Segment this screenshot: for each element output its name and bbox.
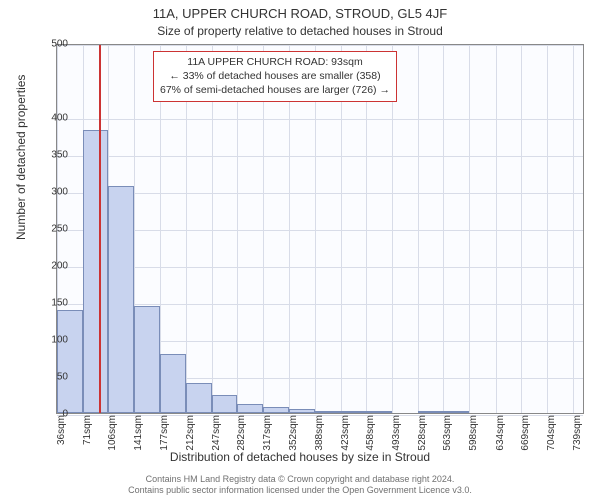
x-tick-label: 739sqm	[572, 415, 583, 455]
histogram-bar	[57, 310, 83, 413]
grid-line	[496, 45, 497, 413]
grid-line	[443, 45, 444, 413]
grid-line	[573, 45, 574, 413]
x-tick-label: 423sqm	[340, 415, 351, 455]
grid-line	[57, 304, 583, 305]
grid-line	[57, 119, 583, 120]
y-tick-label: 350	[28, 150, 68, 161]
x-tick-label: 36sqm	[56, 415, 67, 455]
histogram-bar	[263, 407, 289, 413]
x-tick-label: 598sqm	[468, 415, 479, 455]
grid-line	[547, 45, 548, 413]
histogram-bar	[108, 186, 134, 413]
footer-line-2: Contains public sector information licen…	[128, 485, 472, 495]
x-tick-label: 212sqm	[185, 415, 196, 455]
x-tick-label: 71sqm	[82, 415, 93, 455]
marker-line	[99, 45, 101, 413]
x-tick-label: 493sqm	[391, 415, 402, 455]
y-tick-label: 300	[28, 187, 68, 198]
annotation-line: ← 33% of detached houses are smaller (35…	[160, 69, 390, 83]
y-tick-label: 500	[28, 39, 68, 50]
histogram-bar	[83, 130, 109, 413]
grid-line	[418, 45, 419, 413]
x-tick-label: 317sqm	[262, 415, 273, 455]
y-tick-label: 100	[28, 335, 68, 346]
x-tick-label: 106sqm	[107, 415, 118, 455]
histogram-bar	[237, 404, 263, 413]
x-tick-label: 458sqm	[365, 415, 376, 455]
grid-line	[57, 267, 583, 268]
histogram-bar	[134, 306, 160, 413]
grid-line	[521, 45, 522, 413]
chart-title: 11A, UPPER CHURCH ROAD, STROUD, GL5 4JF	[0, 6, 600, 21]
annotation-line: 67% of semi-detached houses are larger (…	[160, 83, 390, 97]
footer-line-1: Contains HM Land Registry data © Crown c…	[146, 474, 455, 484]
x-tick-label: 563sqm	[442, 415, 453, 455]
x-tick-label: 247sqm	[211, 415, 222, 455]
x-tick-label: 352sqm	[288, 415, 299, 455]
x-tick-label: 141sqm	[133, 415, 144, 455]
histogram-bar	[315, 411, 341, 413]
y-tick-label: 200	[28, 261, 68, 272]
histogram-bar	[341, 411, 367, 413]
histogram-bar	[443, 411, 469, 413]
y-tick-label: 250	[28, 224, 68, 235]
y-axis-label: Number of detached properties	[14, 75, 28, 240]
histogram-bar	[212, 395, 238, 414]
histogram-bar	[366, 411, 392, 413]
chart-footer: Contains HM Land Registry data © Crown c…	[0, 474, 600, 497]
chart-subtitle: Size of property relative to detached ho…	[0, 24, 600, 38]
histogram-bar	[289, 409, 315, 413]
x-tick-label: 388sqm	[314, 415, 325, 455]
grid-line	[57, 156, 583, 157]
x-tick-label: 528sqm	[417, 415, 428, 455]
histogram-bar	[418, 411, 444, 413]
y-tick-label: 50	[28, 372, 68, 383]
x-tick-label: 704sqm	[546, 415, 557, 455]
grid-line	[57, 193, 583, 194]
grid-line	[469, 45, 470, 413]
histogram-bar	[186, 383, 212, 413]
y-tick-label: 400	[28, 113, 68, 124]
x-tick-label: 669sqm	[520, 415, 531, 455]
histogram-bar	[160, 354, 186, 413]
x-tick-label: 177sqm	[159, 415, 170, 455]
annotation-box: 11A UPPER CHURCH ROAD: 93sqm← 33% of det…	[153, 51, 397, 102]
grid-line	[57, 230, 583, 231]
annotation-line: 11A UPPER CHURCH ROAD: 93sqm	[160, 55, 390, 69]
plot-area: 11A UPPER CHURCH ROAD: 93sqm← 33% of det…	[56, 44, 584, 414]
y-tick-label: 150	[28, 298, 68, 309]
grid-line	[57, 45, 583, 46]
x-tick-label: 282sqm	[236, 415, 247, 455]
x-tick-label: 634sqm	[495, 415, 506, 455]
